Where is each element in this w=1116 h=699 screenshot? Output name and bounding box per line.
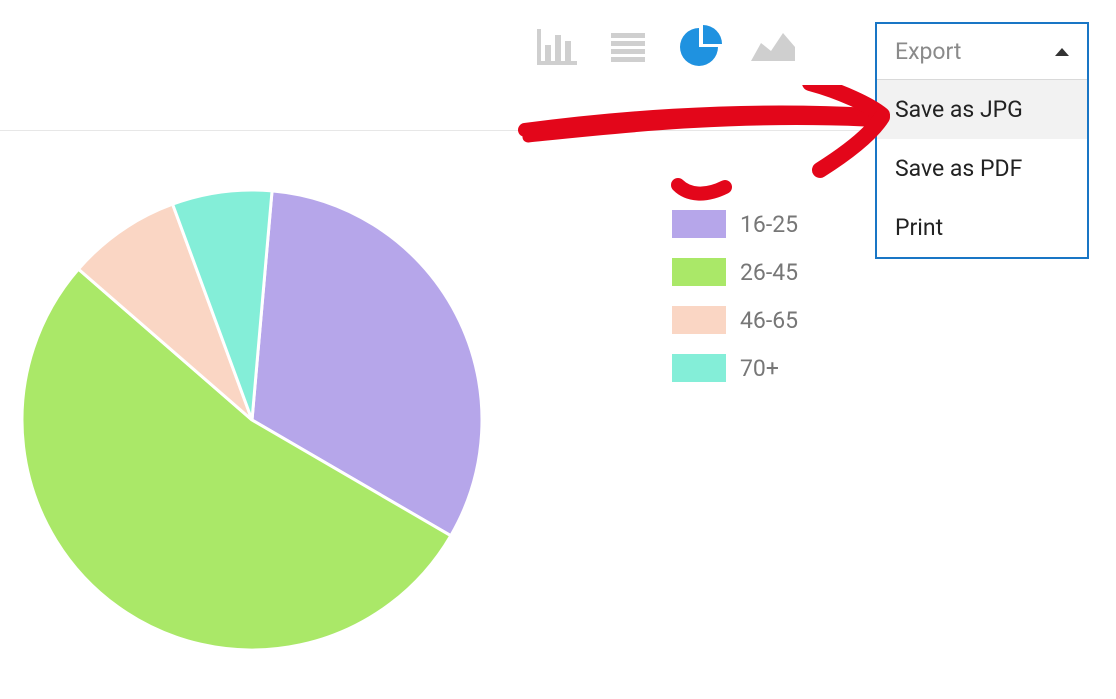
legend-label: 16-25 (740, 211, 798, 238)
annotation-arrow (510, 85, 910, 215)
pie-chart (22, 190, 482, 650)
legend-swatch (672, 258, 726, 286)
export-item-print[interactable]: Print (877, 198, 1087, 257)
legend-swatch (672, 210, 726, 238)
chart-type-pie-button[interactable] (674, 23, 728, 71)
legend-label: 26-45 (740, 259, 798, 286)
chart-type-list-button[interactable] (602, 23, 656, 71)
chart-type-area-button[interactable] (746, 23, 800, 71)
legend-item-46-65[interactable]: 46-65 (672, 306, 798, 334)
list-icon (607, 27, 651, 67)
legend-label: 46-65 (740, 307, 798, 334)
area-chart-icon (749, 27, 797, 67)
legend-item-16-25[interactable]: 16-25 (672, 210, 798, 238)
chart-type-toolbar (530, 23, 800, 71)
legend-label: 70+ (740, 355, 779, 382)
caret-up-icon (1055, 48, 1069, 56)
bar-chart-icon (535, 27, 579, 67)
export-toggle[interactable]: Export (877, 24, 1087, 80)
chart-legend: 16-25 26-45 46-65 70+ (672, 210, 798, 382)
chart-type-bar-button[interactable] (530, 23, 584, 71)
export-dropdown: Export Save as JPGSave as PDFPrint (875, 22, 1089, 259)
legend-item-26-45[interactable]: 26-45 (672, 258, 798, 286)
export-label: Export (895, 38, 961, 65)
legend-swatch (672, 354, 726, 382)
export-item-save-as-pdf[interactable]: Save as PDF (877, 139, 1087, 198)
toolbar-divider (0, 130, 872, 131)
legend-item-70+[interactable]: 70+ (672, 354, 798, 382)
export-item-save-as-jpg[interactable]: Save as JPG (877, 80, 1087, 139)
pie-chart-icon (679, 25, 723, 69)
legend-swatch (672, 306, 726, 334)
